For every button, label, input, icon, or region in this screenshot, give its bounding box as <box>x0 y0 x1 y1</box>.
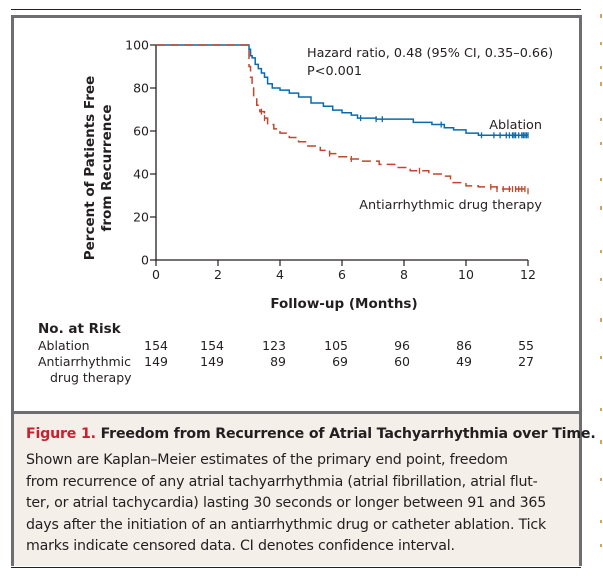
y-tick-label: 40 <box>133 167 149 182</box>
legend-ablation: Ablation <box>489 118 542 133</box>
axes: 0 20 40 60 80 100 0 2 4 6 8 10 12 <box>125 38 536 283</box>
y-tick-label: 60 <box>133 124 149 139</box>
caption-line: ter, or atrial tachycardia) lasting 30 s… <box>26 495 547 511</box>
drug-therapy-curve <box>156 44 529 192</box>
caption-box: Figure 1. Freedom from Recurrence of Atr… <box>14 411 596 566</box>
x-tick-label: 12 <box>520 267 536 282</box>
risk-value: 27 <box>518 354 534 369</box>
caption-title: Figure 1. Freedom from Recurrence of Atr… <box>26 426 596 442</box>
p-value-annotation: P<0.001 <box>307 64 362 79</box>
y-tick-label: 0 <box>141 253 149 268</box>
risk-value: 60 <box>394 354 410 369</box>
risk-value: 154 <box>200 338 224 353</box>
caption-line: Shown are Kaplan–Meier estimates of the … <box>26 452 508 468</box>
risk-value: 55 <box>518 338 534 353</box>
censor-marks <box>260 108 529 195</box>
caption-line: from recurrence of any atrial tachyarrhy… <box>26 473 538 490</box>
hazard-ratio-annotation: Hazard ratio, 0.48 (95% CI, 0.35–0.66) <box>307 46 553 61</box>
x-tick-label: 6 <box>338 267 346 282</box>
risk-value: 89 <box>270 354 286 369</box>
figure-title: Freedom from Recurrence of Atrial Tachya… <box>100 426 596 442</box>
top-rule <box>11 9 581 10</box>
y-tick-label: 80 <box>133 81 149 96</box>
km-chart: 0 20 40 60 80 100 0 2 4 6 8 10 12 Percent of Patient… <box>38 38 553 386</box>
figure-label: Figure 1. <box>26 426 96 442</box>
caption-line: marks indicate censored data. CI denotes… <box>26 538 455 554</box>
y-axis-label-line2: from Recurrence <box>99 105 115 232</box>
risk-table: No. at Risk Ablation 154 154 123 105 96 86 55 An… <box>38 321 534 385</box>
risk-value: 49 <box>456 354 472 369</box>
curves <box>156 44 529 192</box>
bottom-rule <box>11 567 581 568</box>
risk-value: 123 <box>262 338 286 353</box>
risk-row-label: drug therapy <box>50 370 132 385</box>
risk-value: 154 <box>144 338 168 353</box>
x-tick-label: 2 <box>214 267 222 282</box>
risk-value: 149 <box>200 354 224 369</box>
adjacent-page-edge <box>600 14 602 547</box>
risk-row-label: Ablation <box>38 338 90 353</box>
figure-frame: 0 20 40 60 80 100 0 2 4 6 8 10 12 Percent of Patient… <box>11 15 596 566</box>
x-tick-label: 8 <box>400 267 408 282</box>
x-tick-label: 10 <box>458 267 474 282</box>
risk-row-label: Antiarrhythmic <box>38 354 131 369</box>
ablation-curve <box>156 44 528 137</box>
x-tick-label: 4 <box>276 267 284 282</box>
caption-body: Shown are Kaplan–Meier estimates of the … <box>26 450 571 558</box>
risk-value: 149 <box>144 354 168 369</box>
risk-value: 69 <box>332 354 348 369</box>
x-tick-label: 0 <box>152 267 160 282</box>
risk-value: 105 <box>324 338 348 353</box>
y-tick-label: 100 <box>125 38 149 53</box>
caption-line: days after the initiation of an antiarrh… <box>26 516 546 533</box>
risk-value: 86 <box>456 338 472 353</box>
x-axis-label: Follow-up (Months) <box>270 296 417 312</box>
y-axis-label-line1: Percent of Patients Free <box>82 76 98 261</box>
legend-drug-therapy: Antiarrhythmic drug therapy <box>359 198 542 213</box>
risk-value: 96 <box>394 338 410 353</box>
risk-table-title: No. at Risk <box>38 321 122 337</box>
y-tick-label: 20 <box>133 210 149 225</box>
